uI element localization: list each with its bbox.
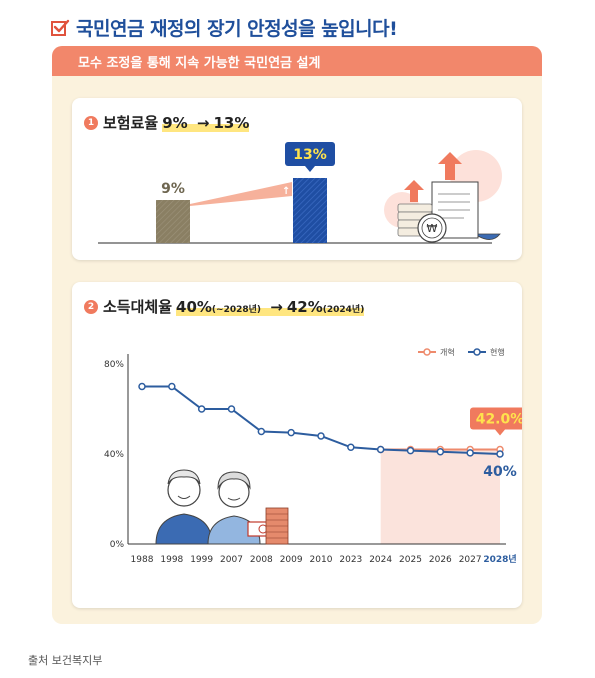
legend-reform-marker — [423, 348, 431, 356]
bar-after — [293, 178, 327, 243]
chart-legend: 개혁 현행 — [418, 347, 505, 357]
section2-rate-change: 40%(~2028년) → 42%(2024년) — [176, 297, 365, 316]
reform-callout-pointer — [495, 429, 505, 436]
legend-reform-label: 개혁 — [440, 347, 455, 357]
reform-callout-label: 42.0% — [476, 412, 522, 428]
current-data-point — [347, 443, 355, 451]
x-tick-label: 2025 — [399, 555, 422, 565]
current-end-label: 40% — [483, 464, 517, 480]
y-tick-label: 0% — [110, 540, 125, 550]
reform-period-shade — [380, 449, 500, 544]
current-data-point — [406, 446, 415, 455]
title-row: 국민연금 재정의 장기 안정성을 높입니다! — [50, 14, 398, 41]
x-tick-label: 2010 — [310, 555, 333, 565]
x-tick-label: 1998 — [160, 555, 183, 565]
x-tick-label: 2027 — [459, 555, 482, 565]
current-data-point — [197, 405, 206, 413]
x-tick-label: 2023 — [339, 555, 362, 565]
current-data-point — [227, 405, 236, 413]
series-lines — [138, 382, 504, 458]
bar-after-callout — [285, 142, 335, 166]
step-number-2: 2 — [84, 299, 98, 314]
replacement-rate-chart: 0% 40% 80% 1988 1998 1999 2007 2008 2009 2010 202… — [104, 347, 522, 565]
contribution-illustration: ↑ 9% 13% — [98, 142, 502, 244]
section2-heading: 2 소득대체율 40%(~2028년) → 42%(2024년) — [84, 296, 365, 317]
legend-current-marker — [473, 348, 481, 356]
bar-after-label: 13% — [293, 147, 327, 163]
x-tick-label: 2024 — [369, 555, 392, 565]
reform-callout-box — [470, 407, 522, 430]
current-data-point — [496, 450, 504, 458]
current-data-point — [436, 448, 445, 456]
section1-arrow: → — [196, 113, 210, 132]
panel-header: 모수 조정을 통해 지속 가능한 국민연금 설계 — [52, 46, 542, 76]
callout-pointer — [305, 166, 315, 172]
x-tick-label: 2009 — [280, 555, 303, 565]
main-panel: 모수 조정을 통해 지속 가능한 국민연금 설계 1 보험료율 9% → 13% — [52, 46, 542, 624]
bar-before — [156, 200, 190, 243]
current-data-point — [138, 382, 146, 391]
x-axis-ticks: 1988 1998 1999 2007 2008 2009 2010 2023 2024 2025… — [131, 553, 517, 565]
current-data-point — [317, 432, 325, 440]
section1-rate-change: 9% → 13% — [162, 113, 250, 132]
step-number-1: 1 — [84, 115, 98, 130]
won-icon: ₩ — [427, 222, 438, 235]
x-tick-label: 2008 — [250, 555, 273, 565]
replacement-rate-card: 2 소득대체율 40%(~2028년) → 42%(2024년) 0% 40% 80%… — [72, 282, 522, 608]
section1-to: 13% — [213, 113, 250, 132]
y-axis: 0% 40% 80% — [104, 360, 124, 550]
up-arrow-icon: ↑ — [282, 186, 290, 197]
legend-current-label: 현행 — [490, 347, 505, 357]
current-data-point — [376, 445, 385, 454]
x-tick-label: 2007 — [220, 555, 243, 565]
y-tick-label: 40% — [104, 450, 124, 460]
section1-from: 9% — [162, 113, 188, 132]
current-series-line — [142, 385, 501, 455]
section2-arrow: → — [270, 297, 283, 316]
contribution-rate-card: 1 보험료율 9% → 13% ↑ 9% — [72, 98, 522, 260]
section2-to-note: (2024년) — [322, 304, 365, 315]
current-data-point — [287, 428, 295, 437]
x-tick-label: 2026 — [429, 555, 452, 565]
bar-before-label: 9% — [161, 181, 185, 197]
section2-from: 40% — [176, 297, 212, 316]
current-data-point — [466, 449, 474, 457]
increase-wedge — [190, 182, 292, 206]
section1-label: 보험료율 — [103, 114, 159, 132]
section1-heading: 1 보험료율 9% → 13% — [84, 112, 250, 133]
y-tick-label: 80% — [104, 360, 124, 370]
x-tick-label: 1999 — [190, 555, 213, 565]
source-note: 출처 보건복지부 — [28, 654, 103, 667]
x-tick-label: 1988 — [131, 555, 154, 565]
section2-to: 42% — [286, 297, 323, 316]
reform-callout: 42.0% — [470, 407, 522, 436]
current-data-point — [257, 427, 266, 436]
current-data-point — [168, 382, 176, 391]
checkbox-icon — [51, 19, 70, 36]
seniors-illustration — [155, 469, 289, 545]
money-document-illustration: ₩ — [384, 150, 502, 243]
section2-label: 소득대체율 — [103, 298, 173, 316]
page-title: 국민연금 재정의 장기 안정성을 높입니다! — [76, 18, 398, 40]
x-tick-label: 2028년 — [483, 553, 516, 565]
section2-from-note: (~2028년) — [211, 304, 262, 315]
